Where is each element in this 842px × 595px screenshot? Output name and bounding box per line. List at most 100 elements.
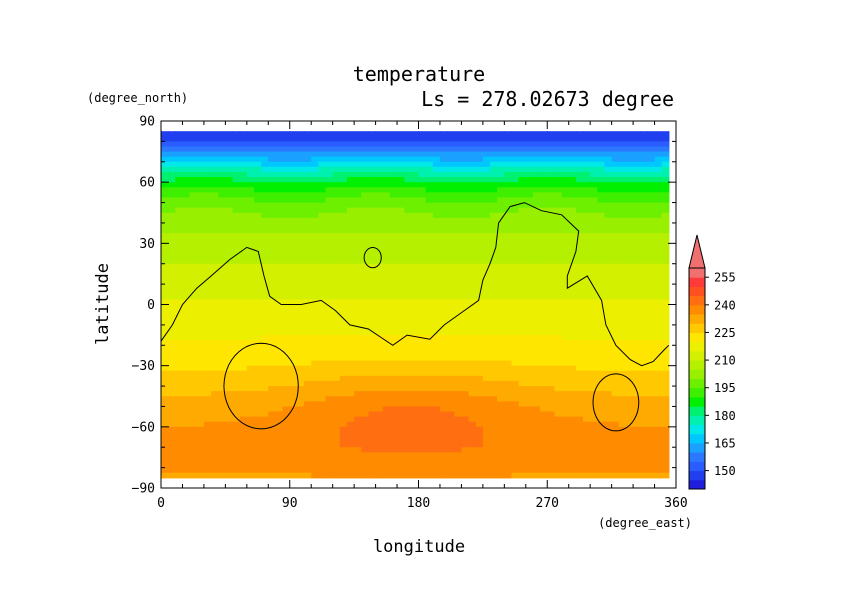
heatmap-cell <box>318 197 327 204</box>
heatmap-cell <box>296 401 305 408</box>
heatmap-cell <box>225 350 234 357</box>
heatmap-cell <box>604 340 613 346</box>
heatmap-cell <box>175 304 184 311</box>
heatmap-cell <box>282 243 291 250</box>
heatmap-cell <box>654 386 663 392</box>
heatmap-cell <box>375 177 384 183</box>
heatmap-cell <box>454 467 463 474</box>
heatmap-cell <box>168 406 176 413</box>
heatmap-cell <box>418 258 427 265</box>
heatmap-cell <box>461 421 470 428</box>
heatmap-cell <box>189 324 198 331</box>
heatmap-cell <box>189 442 198 448</box>
heatmap-cell <box>518 360 527 367</box>
heatmap-cell <box>640 212 648 219</box>
heatmap-cell <box>161 340 169 346</box>
heatmap-cell <box>625 258 634 265</box>
heatmap-cell <box>425 284 434 290</box>
heatmap-cell <box>647 314 656 321</box>
heatmap-cell <box>618 340 627 346</box>
heatmap-cell <box>547 289 555 295</box>
heatmap-cell <box>425 324 434 331</box>
heatmap-cell <box>575 314 584 321</box>
heatmap-cell <box>439 156 448 163</box>
heatmap-cell <box>547 350 555 357</box>
heatmap-cell <box>239 437 248 443</box>
heatmap-cell <box>203 279 212 285</box>
heatmap-cell <box>332 187 341 193</box>
heatmap-cell <box>604 467 613 474</box>
heatmap-cell <box>461 187 470 193</box>
heatmap-cell <box>282 202 291 209</box>
heatmap-cell <box>661 192 670 199</box>
heatmap-cell <box>268 161 277 168</box>
heatmap-cell <box>482 248 491 255</box>
heatmap-cell <box>475 197 484 204</box>
heatmap-cell <box>611 141 620 148</box>
heatmap-cell <box>532 192 541 199</box>
heatmap-cell <box>239 319 248 326</box>
heatmap-cell <box>346 431 355 438</box>
heatmap-cell <box>504 411 513 418</box>
heatmap-cell <box>332 360 341 367</box>
heatmap-cell <box>547 319 555 326</box>
heatmap-cell <box>447 217 455 224</box>
heatmap-cell <box>418 396 427 402</box>
heatmap-cell <box>468 309 477 316</box>
heatmap-cell <box>654 437 663 443</box>
heatmap-cell <box>411 289 420 295</box>
heatmap-cell <box>225 222 234 229</box>
heatmap-cell <box>640 263 648 270</box>
heatmap-cell <box>182 187 191 193</box>
heatmap-cell <box>497 375 505 382</box>
heatmap-cell <box>325 416 334 423</box>
heatmap-cell <box>439 329 448 336</box>
heatmap-cell <box>339 462 348 469</box>
heatmap-cell <box>439 268 448 275</box>
heatmap-cell <box>590 171 598 178</box>
heatmap-cell <box>561 340 570 346</box>
heatmap-cell <box>561 447 570 453</box>
heatmap-cell <box>368 401 377 408</box>
heatmap-cell <box>454 141 463 148</box>
heatmap-cell <box>439 472 448 479</box>
heatmap-cell <box>382 355 391 362</box>
heatmap-cell <box>447 365 455 372</box>
heatmap-cell <box>504 319 513 326</box>
heatmap-cell <box>418 319 427 326</box>
heatmap-cell <box>647 401 656 408</box>
heatmap-cell <box>561 304 570 311</box>
heatmap-cell <box>597 416 606 423</box>
heatmap-cell <box>525 304 534 311</box>
heatmap-cell <box>325 197 334 204</box>
heatmap-cell <box>182 161 191 168</box>
heatmap-cell <box>389 411 398 418</box>
heatmap-cell <box>332 375 341 382</box>
heatmap-cell <box>397 396 405 402</box>
heatmap-cell <box>561 156 570 163</box>
heatmap-cell <box>246 294 255 301</box>
heatmap-cell <box>525 177 534 183</box>
heatmap-cell <box>203 340 212 346</box>
heatmap-cell <box>375 365 384 372</box>
heatmap-cell <box>339 421 348 428</box>
heatmap-cell <box>461 340 470 346</box>
heatmap-cell <box>325 222 334 229</box>
heatmap-cell <box>575 263 584 270</box>
heatmap-cell <box>389 309 398 316</box>
heatmap-cell <box>368 156 377 163</box>
heatmap-cell <box>482 258 491 265</box>
heatmap-cell <box>532 248 541 255</box>
heatmap-cell <box>439 243 448 250</box>
heatmap-cell <box>261 136 269 142</box>
heatmap-cell <box>161 447 169 453</box>
heatmap-cell <box>318 411 327 418</box>
heatmap-cell <box>518 228 527 234</box>
heatmap-cell <box>625 345 634 351</box>
heatmap-cell <box>418 289 427 295</box>
heatmap-cell <box>604 207 613 214</box>
heatmap-cell <box>633 365 641 372</box>
heatmap-cell <box>432 238 441 244</box>
heatmap-cell <box>554 462 563 469</box>
heatmap-cell <box>225 243 234 250</box>
